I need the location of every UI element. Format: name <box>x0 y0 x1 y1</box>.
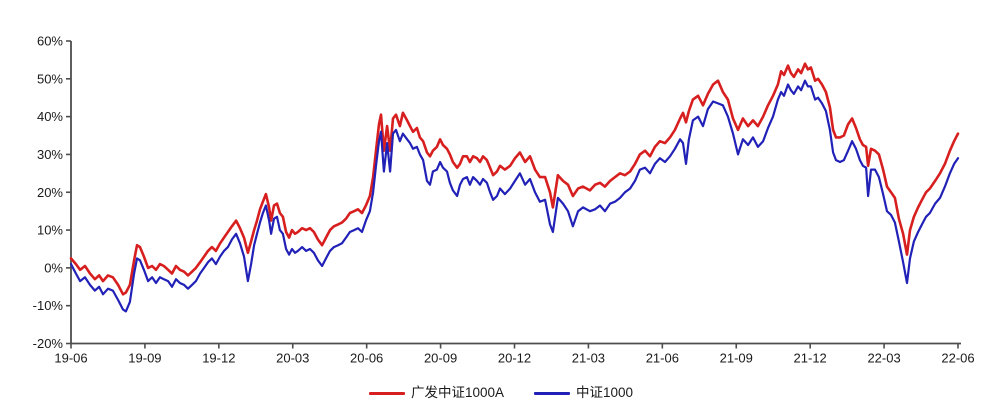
x-tick-label: 20-12 <box>498 351 531 366</box>
x-tick-label: 21-06 <box>646 351 679 366</box>
x-tick-label: 21-03 <box>572 351 605 366</box>
x-tick-label: 22-03 <box>867 351 900 366</box>
x-tick-label: 19-09 <box>128 351 161 366</box>
y-tick-label: 60% <box>37 34 63 49</box>
y-tick-label: 20% <box>37 185 63 200</box>
series-line-0 <box>69 62 960 296</box>
y-tick-label: -10% <box>33 298 64 313</box>
x-tick-label: 21-09 <box>720 351 753 366</box>
y-tick-label: 40% <box>37 109 63 124</box>
legend-item-zz1000: 中证1000 <box>534 386 633 400</box>
y-tick-label: 30% <box>37 147 63 162</box>
y-tick-label: 50% <box>37 71 63 86</box>
x-tick-label: 21-12 <box>794 351 827 366</box>
legend-label-gf-zz1000a: 广发中证1000A <box>410 385 504 401</box>
y-tick-label: 10% <box>37 223 63 238</box>
y-tick-label: -20% <box>33 336 64 351</box>
blue-line-swatch-icon <box>534 391 570 395</box>
x-tick-label: 19-06 <box>54 351 87 366</box>
y-tick-label: 0% <box>44 260 63 275</box>
series-line-1 <box>69 79 960 313</box>
x-tick-label: 20-09 <box>424 351 457 366</box>
x-tick-label: 22-06 <box>941 351 974 366</box>
legend-item-gf-zz1000a: 广发中证1000A <box>368 385 504 401</box>
legend-label-zz1000: 中证1000 <box>576 385 634 401</box>
x-tick-label: 19-12 <box>202 351 235 366</box>
red-line-swatch-icon <box>368 391 405 395</box>
chart-legend: 广发中证1000A 中证1000 <box>0 381 1002 405</box>
x-tick-label: 20-03 <box>276 351 309 366</box>
x-tick-label: 20-06 <box>350 351 383 366</box>
